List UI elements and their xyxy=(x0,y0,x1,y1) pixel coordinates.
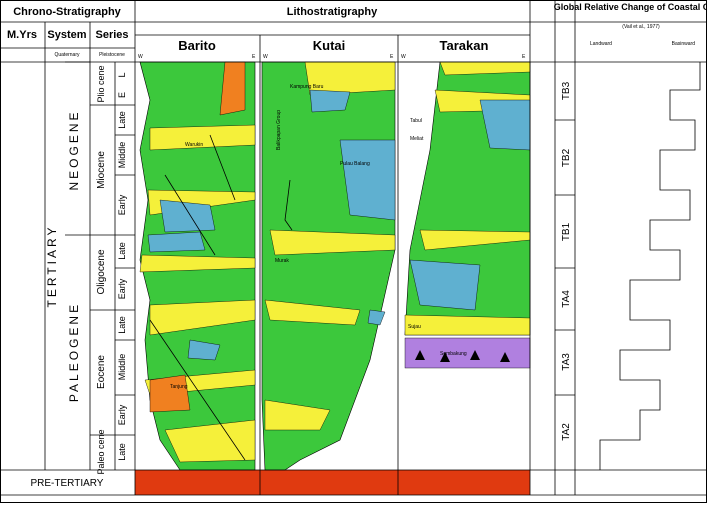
system: PRE-TERTIARY xyxy=(31,478,104,489)
axis-label: Landward xyxy=(590,41,612,47)
axis-label: Basinward xyxy=(672,41,696,47)
basement xyxy=(135,470,530,495)
header: (Vail et al., 1977) xyxy=(622,24,660,30)
stage: L xyxy=(117,72,127,77)
formation: Balikpapan Group xyxy=(276,110,282,150)
stage: Late xyxy=(117,316,127,334)
barito-arrow xyxy=(149,134,246,461)
formation: Warukin xyxy=(185,142,203,148)
stage: Middle xyxy=(117,354,127,381)
direction: W xyxy=(138,54,143,60)
cycle: TB2 xyxy=(561,148,572,167)
formation: Meliat xyxy=(410,136,424,142)
stage: Middle xyxy=(117,142,127,169)
direction: E xyxy=(522,54,526,60)
stage: Early xyxy=(117,404,127,425)
column-header: Series xyxy=(95,29,128,41)
series: Oligocene xyxy=(96,249,107,294)
formation: Pulau Balang xyxy=(340,161,370,167)
kutai-bracket xyxy=(284,179,293,231)
system: PALEOGENE xyxy=(67,302,81,402)
cycle: TB1 xyxy=(561,222,572,241)
onlap-curve xyxy=(599,62,701,470)
direction: W xyxy=(401,54,406,60)
direction: W xyxy=(263,54,268,60)
series: Plio cene xyxy=(96,65,106,102)
basin-name: Barito xyxy=(178,38,216,53)
series: Miocene xyxy=(96,151,107,189)
formation: Sembakung xyxy=(440,351,467,357)
header: Chrono-Stratigraphy xyxy=(13,6,121,18)
stage: E xyxy=(117,92,127,98)
barito-limestone xyxy=(147,199,221,361)
basin-name: Tarakan xyxy=(440,38,489,53)
kutai-sand xyxy=(264,61,396,431)
system: NEOGENE xyxy=(67,109,81,190)
series-dividers xyxy=(65,62,575,470)
formation: Kampung Baru xyxy=(290,84,324,90)
formation: Murak xyxy=(275,258,289,264)
cycle: TA4 xyxy=(561,290,572,308)
tarakan-volcanic xyxy=(404,337,531,369)
stage: Late xyxy=(117,111,127,129)
series: Eocene xyxy=(96,355,107,389)
cycle: TA3 xyxy=(561,353,572,371)
system: TERTIARY xyxy=(45,225,59,308)
header: Global Relative Change of Coastal Onlap xyxy=(554,2,707,12)
column-header: M.Yrs xyxy=(7,29,37,41)
direction: E xyxy=(390,54,394,60)
formation: Tanjung xyxy=(170,384,188,390)
series: Paleo cene xyxy=(96,429,106,474)
direction: E xyxy=(252,54,256,60)
basin-name: Kutai xyxy=(313,38,346,53)
column-header: System xyxy=(47,29,86,41)
stage: Late xyxy=(117,443,127,461)
series: Pleistocene xyxy=(99,52,125,58)
stage: Early xyxy=(117,194,127,215)
kutai-limestone xyxy=(309,89,396,326)
stage: Late xyxy=(117,242,127,260)
cycle: TB3 xyxy=(561,81,572,100)
formation: Tabul xyxy=(410,118,422,124)
system: Quaternary xyxy=(54,52,80,58)
stage: Early xyxy=(117,278,127,299)
header: Lithostratigraphy xyxy=(287,6,378,18)
cycle: TA2 xyxy=(561,423,572,441)
formation: Sujau xyxy=(408,324,421,330)
